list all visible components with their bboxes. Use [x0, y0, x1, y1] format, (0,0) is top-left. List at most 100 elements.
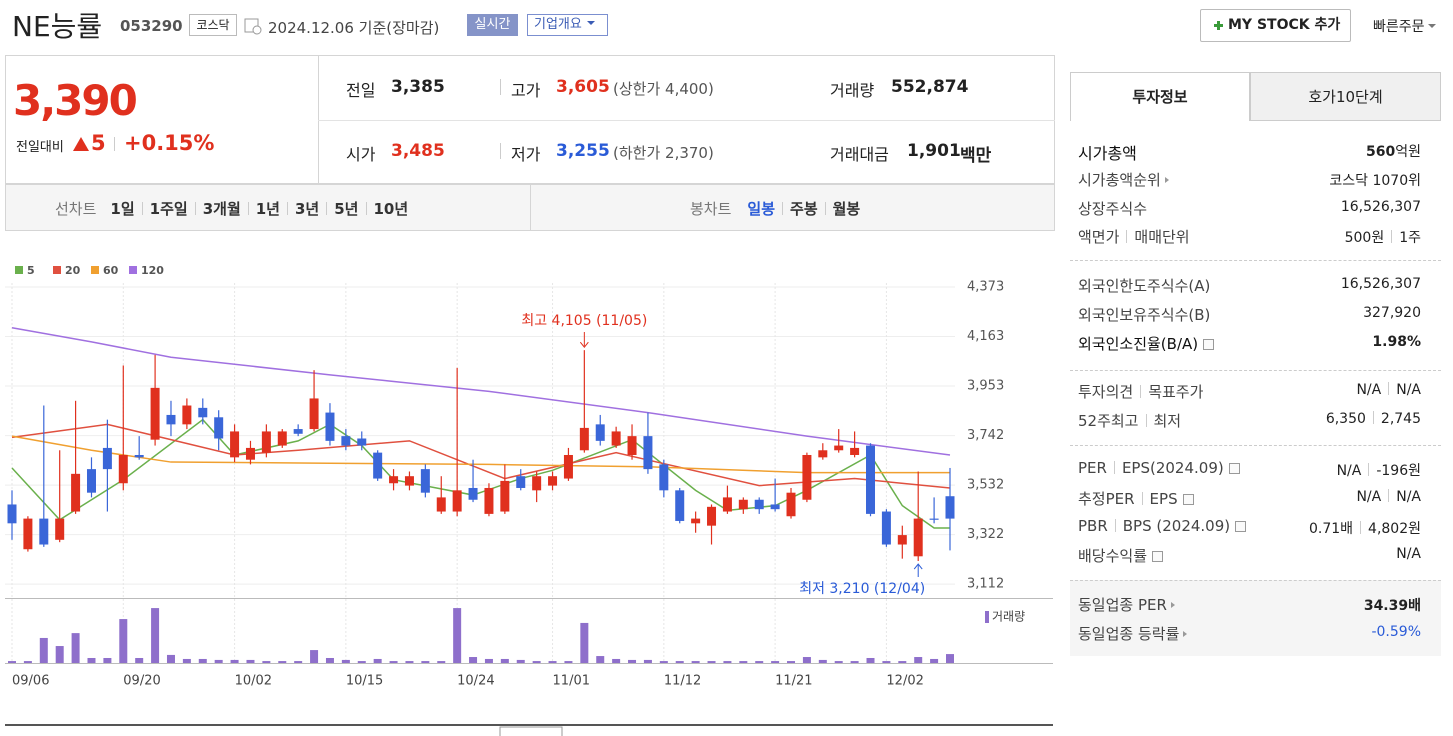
- tab[interactable]: 호가10단계: [1250, 72, 1441, 121]
- help-icon[interactable]: [1182, 493, 1194, 505]
- volume-bar: [341, 659, 350, 663]
- candle-body: [659, 464, 669, 491]
- volume-bar: [325, 657, 334, 663]
- row-value: 560억원: [1366, 141, 1421, 161]
- candle-chart-periods: 봉차트 일봉 주봉 월봉: [690, 198, 860, 219]
- label: 상장주식수: [1078, 199, 1148, 218]
- row-value: 16,526,307: [1341, 276, 1421, 292]
- low-annotation: 최저 3,210 (12/04): [799, 581, 925, 597]
- volume-bar: [230, 659, 239, 663]
- candle-body: [468, 487, 478, 500]
- volume-bar: [182, 658, 191, 663]
- candle-body: [277, 431, 287, 446]
- value: -0.59%: [1371, 623, 1421, 640]
- volume-bar: [453, 608, 462, 663]
- help-icon[interactable]: [1235, 520, 1247, 532]
- candle-body: [150, 387, 160, 440]
- period-button[interactable]: 5년: [334, 200, 359, 218]
- label: BPS (2024.09): [1122, 516, 1231, 535]
- quick-order[interactable]: 빠른주문: [1373, 16, 1436, 36]
- candle-body: [913, 518, 923, 557]
- volume-bar: [198, 658, 207, 663]
- volume-bar: [437, 661, 446, 663]
- overview-button[interactable]: 기업개요: [527, 14, 608, 36]
- separator: [365, 202, 367, 215]
- period-button[interactable]: 1주일: [149, 200, 188, 218]
- period-button[interactable]: 3년: [295, 200, 320, 218]
- candle-body: [929, 518, 939, 520]
- candle-body: [643, 436, 653, 470]
- realtime-button[interactable]: 실시간: [467, 14, 518, 36]
- candle-body: [866, 445, 876, 514]
- value: 560: [1366, 144, 1396, 160]
- label: 시가총액: [1078, 144, 1137, 163]
- separator: [1391, 230, 1393, 244]
- row-label: 동일업종 PER: [1078, 594, 1175, 615]
- mystock-button[interactable]: MY STOCK 추가: [1200, 9, 1351, 42]
- separator: [141, 202, 143, 215]
- high-arrowhead: [579, 341, 589, 348]
- y-tick-label: 3,742: [967, 428, 1004, 443]
- candle-body: [309, 398, 319, 430]
- quote-label: 저가: [511, 145, 541, 164]
- candle-body: [39, 518, 49, 545]
- candle-body: [738, 499, 748, 510]
- volume-bar: [39, 637, 48, 663]
- divider: [1070, 370, 1441, 371]
- low-arrowhead: [913, 563, 923, 570]
- volume-bar: [214, 659, 223, 663]
- label: PBR: [1078, 516, 1108, 535]
- value: N/A: [1356, 382, 1382, 398]
- candle-body: [198, 407, 208, 418]
- candle-body: [389, 476, 399, 484]
- label: 시가총액순위: [1078, 170, 1161, 189]
- volume-bar: [421, 661, 430, 663]
- legend-swatch: [129, 266, 137, 274]
- market-badge: 코스닥: [189, 14, 237, 36]
- separator: [1140, 385, 1142, 398]
- row-value: N/A -196원: [1337, 460, 1421, 480]
- separator: [782, 202, 784, 215]
- separator: [1114, 518, 1116, 532]
- volume-bar: [580, 622, 589, 663]
- separator: [824, 202, 826, 215]
- divider: [318, 120, 1055, 121]
- tab-active[interactable]: 투자정보: [1070, 72, 1250, 121]
- x-tick-label: 12/02: [886, 674, 923, 689]
- period-button[interactable]: 주봉: [790, 200, 818, 218]
- quote-note: (상한가 4,400): [613, 80, 714, 98]
- label: 동일업종 PER: [1078, 596, 1167, 614]
- value: 4,802원: [1368, 520, 1421, 537]
- candle-body: [834, 445, 844, 451]
- quote-value: 552,874: [891, 77, 969, 97]
- volume-bar: [151, 608, 160, 663]
- period-button[interactable]: 10년: [373, 200, 409, 218]
- help-icon[interactable]: [1203, 338, 1215, 350]
- value: N/A: [1396, 546, 1421, 563]
- period-button[interactable]: 1일: [110, 200, 135, 218]
- row-value: 1.98%: [1372, 334, 1421, 350]
- volume-bar: [691, 661, 700, 663]
- volume-bar: [755, 661, 764, 663]
- legend-label: 120: [141, 264, 164, 277]
- help-icon[interactable]: [1152, 551, 1164, 563]
- legend-label: 60: [103, 264, 119, 277]
- volume-bar: [87, 657, 96, 663]
- quote-value: 1,901: [907, 141, 961, 161]
- candle-body: [675, 490, 685, 521]
- period-button[interactable]: 월봉: [832, 200, 861, 218]
- label: 52주최고: [1078, 411, 1139, 430]
- period-button[interactable]: 일봉: [747, 200, 776, 218]
- x-tick-label: 09/20: [123, 674, 160, 689]
- period-button[interactable]: 3개월: [202, 200, 241, 218]
- stock-name: NE능률: [12, 10, 103, 43]
- volume-bar: [787, 661, 796, 663]
- quote-label: 고가: [511, 81, 541, 100]
- value: 16,526,307: [1340, 198, 1421, 215]
- line-chart-periods: 선차트 1일 1주일 3개월 1년 3년 5년 10년: [55, 198, 408, 219]
- volume-bar: [675, 661, 684, 663]
- value: N/A: [1396, 382, 1421, 398]
- period-button[interactable]: 1년: [255, 200, 280, 218]
- help-icon[interactable]: [1228, 463, 1240, 474]
